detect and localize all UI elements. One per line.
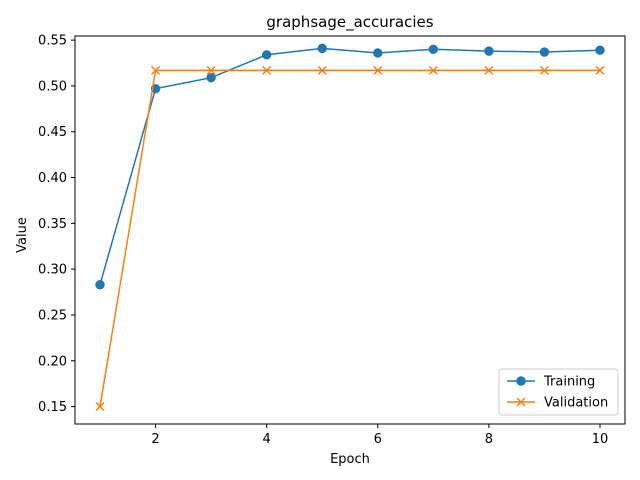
series-line xyxy=(99,69,600,407)
data-point-stroke xyxy=(428,65,438,75)
series-validation xyxy=(95,65,605,412)
x-axis-label: Epoch xyxy=(330,452,370,467)
y-tick-label: 0.30 xyxy=(38,263,67,278)
data-point xyxy=(317,65,327,75)
x-tick-label: 10 xyxy=(592,432,609,447)
data-point xyxy=(484,46,494,56)
legend-marker-stroke xyxy=(516,397,526,407)
data-point xyxy=(595,65,605,75)
y-tick-label: 0.20 xyxy=(38,354,67,369)
data-point-stroke xyxy=(484,65,494,75)
y-tick-label: 0.25 xyxy=(38,308,67,323)
data-point-stroke xyxy=(595,65,605,75)
data-point xyxy=(95,402,105,412)
series-line xyxy=(99,47,601,285)
data-point xyxy=(539,47,550,57)
data-point-stroke xyxy=(317,65,327,75)
data-point-stroke xyxy=(151,65,161,75)
y-tick-label: 0.15 xyxy=(38,400,67,415)
data-point xyxy=(373,65,383,75)
data-point xyxy=(428,44,439,54)
y-tick-label: 0.35 xyxy=(38,217,67,232)
data-point xyxy=(206,65,216,75)
x-tick-label: 8 xyxy=(485,432,493,447)
x-tick-label: 6 xyxy=(374,432,382,447)
data-point-stroke xyxy=(373,65,383,75)
data-point xyxy=(595,45,605,55)
series-training xyxy=(95,43,605,290)
y-tick-label: 0.55 xyxy=(38,34,67,49)
data-point xyxy=(373,48,383,58)
y-tick-label: 0.40 xyxy=(38,171,67,186)
legend-marker xyxy=(516,397,526,407)
data-point xyxy=(484,65,494,75)
data-point xyxy=(428,65,438,75)
data-point xyxy=(261,50,272,60)
data-point-stroke xyxy=(539,65,549,75)
legend-label: Validation xyxy=(544,396,608,411)
legend-marker xyxy=(516,376,526,386)
legend-item: Validation xyxy=(507,396,608,411)
chart-title: graphsage_accuracies xyxy=(266,13,433,32)
data-point xyxy=(151,65,161,75)
y-axis-label: Value xyxy=(15,217,30,253)
data-point xyxy=(317,43,327,54)
data-point xyxy=(262,65,272,75)
legend-label: Training xyxy=(543,375,595,390)
data-point xyxy=(539,65,549,75)
data-point-stroke xyxy=(262,65,272,75)
data-point xyxy=(95,280,105,290)
data-point-stroke xyxy=(206,65,216,75)
axes-frame xyxy=(74,35,626,425)
x-tick-label: 2 xyxy=(151,432,159,447)
data-point-stroke xyxy=(95,402,105,412)
plot-area: 2 4 6 8 10 0.15 0.20 0.25 0.30 0.35 0.40 0.45 0.50 0.… xyxy=(38,34,626,447)
y-tick-label: 0.45 xyxy=(38,125,67,140)
x-tick-label: 4 xyxy=(263,432,271,447)
legend: Training Validation xyxy=(498,368,619,416)
legend-item: Training xyxy=(507,375,595,390)
y-tick-label: 0.50 xyxy=(38,79,67,94)
data-point xyxy=(206,72,216,83)
